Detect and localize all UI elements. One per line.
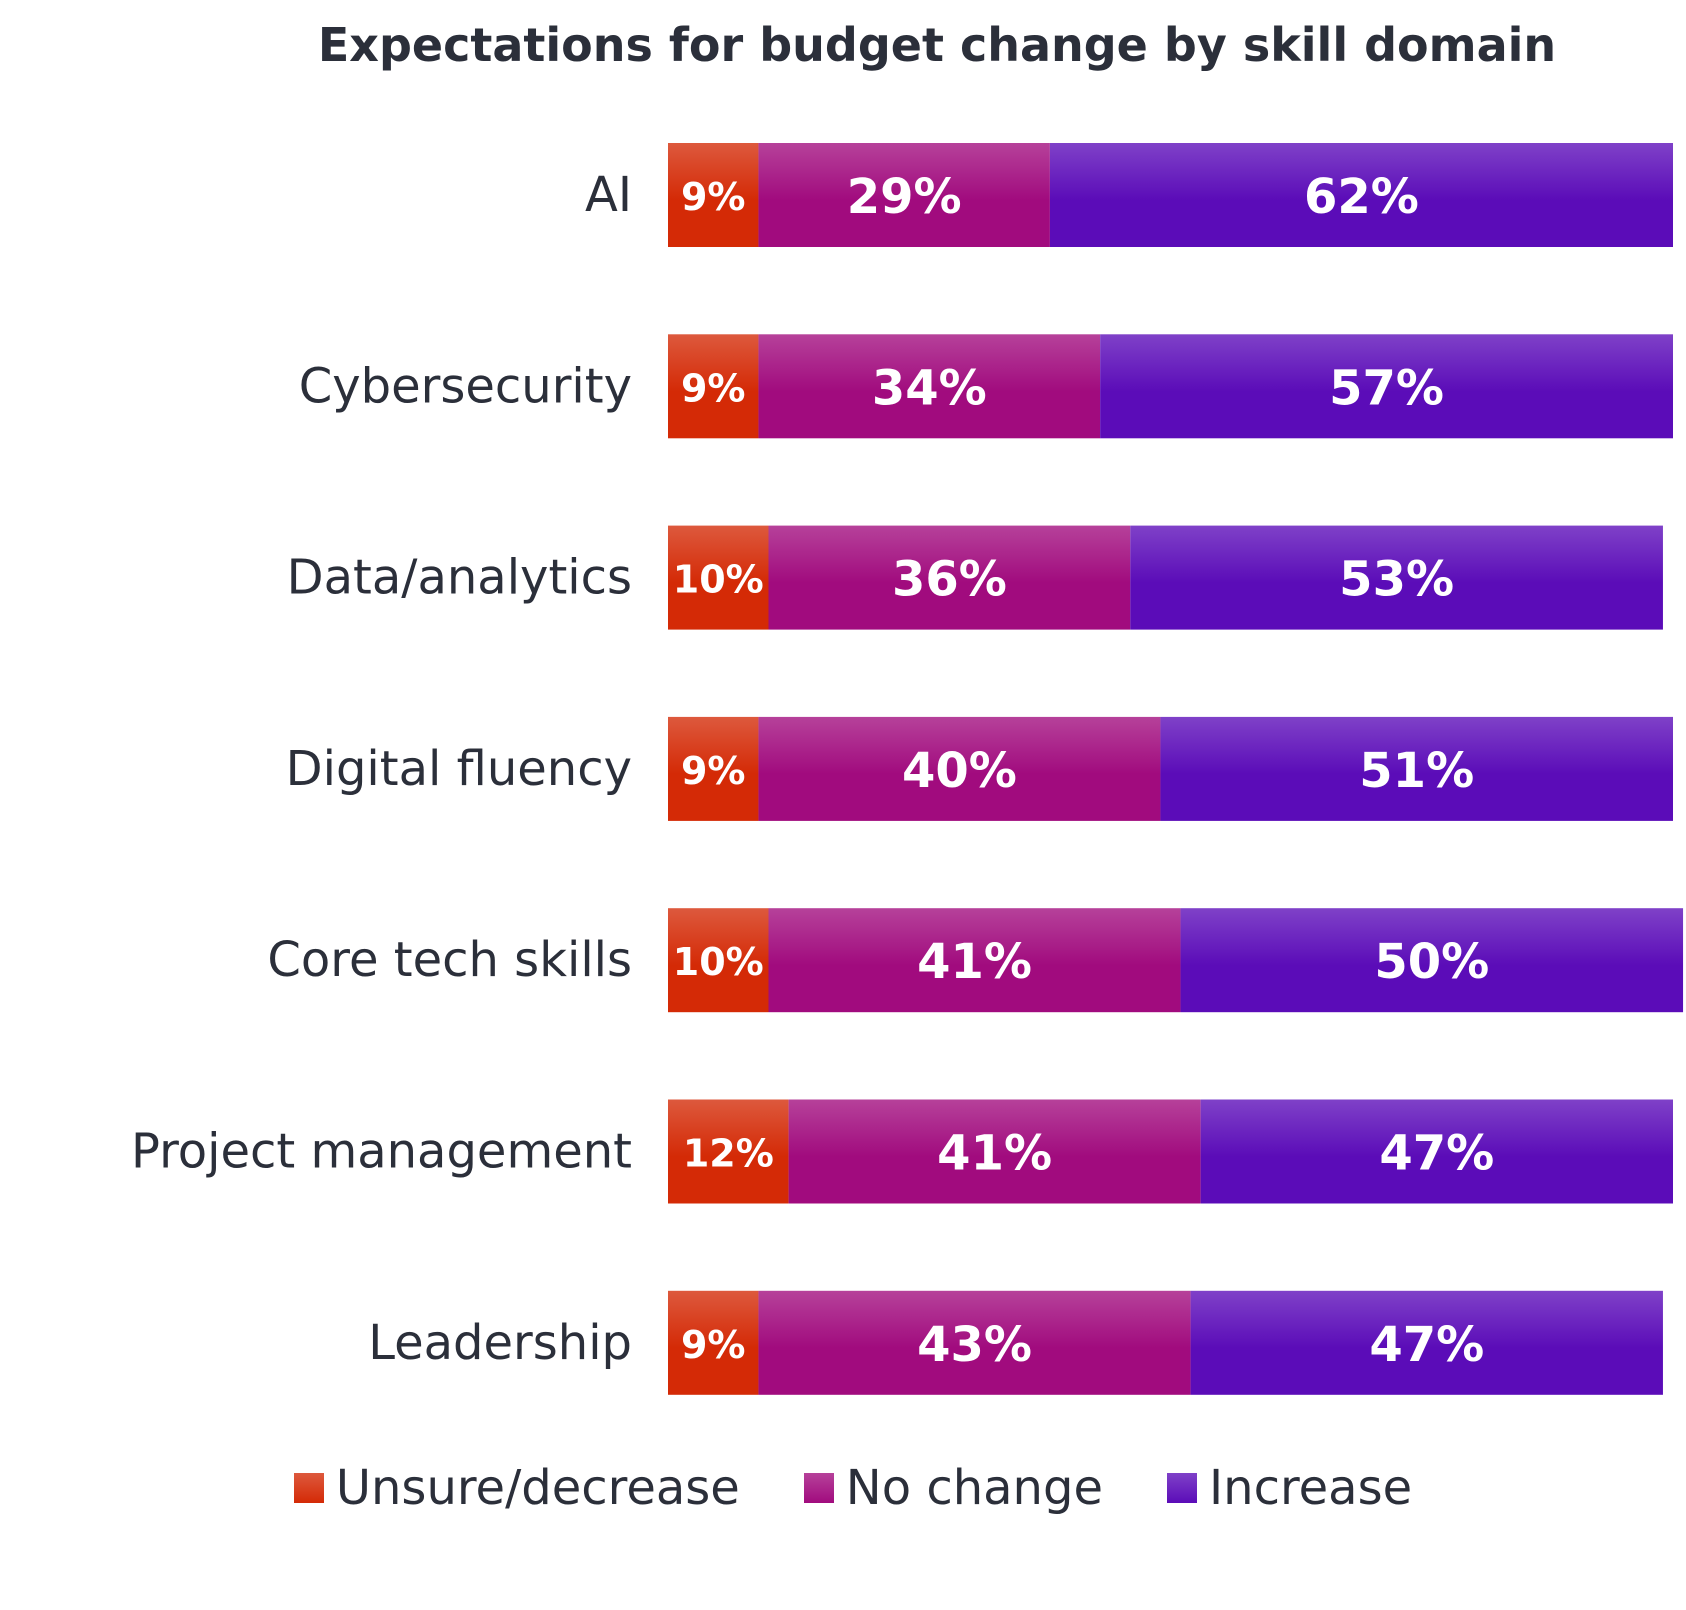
bar-segment-project-management-unsure-decrease: [668, 1099, 789, 1204]
bar-segment-data-analytics-unsure-decrease: [668, 525, 769, 630]
bar-segment-data-analytics-increase: [1130, 525, 1663, 630]
data-label-ai-unsure-decrease: 9%: [681, 175, 746, 219]
legend-label-no-change: No change: [845, 1460, 1103, 1516]
category-label-ai: AI: [585, 167, 632, 223]
bar-row-project-management: 12% 41% 47%: [668, 1099, 1673, 1204]
category-label-leadership: Leadership: [368, 1315, 632, 1371]
legend-swatch-increase: [1166, 1473, 1197, 1503]
bar-segment-leadership-unsure-decrease: [668, 1290, 759, 1395]
data-label-leadership-no-change: 43%: [917, 1317, 1032, 1373]
data-label-digital-fluency-increase: 51%: [1359, 743, 1474, 799]
bar-row-leadership: 9% 43% 47%: [668, 1290, 1663, 1395]
bars: 9% 29% 62% 9% 34% 57% 10% 36% 53% 9% 40% 51% 10% 41% 5…: [668, 143, 1684, 1395]
data-label-project-management-increase: 47%: [1379, 1126, 1494, 1182]
bar-segment-digital-fluency-increase: [1160, 716, 1673, 821]
bar-row-core-tech-skills: 10% 41% 50%: [668, 908, 1684, 1013]
legend-item-increase: Increase: [1166, 1460, 1413, 1516]
legend: Unsure/decrease No change Increase: [0, 1460, 1686, 1516]
data-label-core-tech-skills-increase: 50%: [1374, 934, 1489, 990]
legend-label-increase: Increase: [1208, 1460, 1413, 1516]
data-label-digital-fluency-unsure-decrease: 9%: [681, 749, 746, 793]
bar-segment-cybersecurity-increase: [1100, 334, 1673, 439]
bar-segment-project-management-no-change: [788, 1099, 1201, 1204]
bar-segment-core-tech-skills-unsure-decrease: [668, 908, 769, 1013]
data-label-ai-increase: 62%: [1304, 169, 1419, 225]
data-label-ai-no-change: 29%: [847, 169, 962, 225]
category-label-core-tech-skills: Core tech skills: [267, 932, 632, 988]
bar-segment-cybersecurity-no-change: [758, 334, 1101, 439]
bar-segment-core-tech-skills-no-change: [768, 908, 1181, 1013]
bar-segment-ai-unsure-decrease: [668, 143, 759, 247]
data-label-project-management-no-change: 41%: [937, 1126, 1052, 1182]
bar-segment-ai-no-change: [758, 143, 1050, 247]
legend-item-no-change: No change: [803, 1460, 1103, 1516]
data-label-data-analytics-no-change: 36%: [892, 552, 1007, 608]
legend-swatch-no-change: [803, 1473, 834, 1503]
legend-item-unsure-decrease: Unsure/decrease: [293, 1460, 740, 1516]
bar-row-digital-fluency: 9% 40% 51%: [668, 716, 1673, 821]
category-labels: AI Cybersecurity Data/analytics Digital flu…: [131, 167, 632, 1371]
bar-segment-ai-increase: [1049, 143, 1673, 247]
bar-row-cybersecurity: 9% 34% 57%: [668, 334, 1673, 439]
data-label-leadership-unsure-decrease: 9%: [681, 1323, 746, 1367]
category-label-cybersecurity: Cybersecurity: [299, 358, 632, 414]
category-label-project-management: Project management: [131, 1124, 632, 1180]
data-label-cybersecurity-unsure-decrease: 9%: [681, 366, 746, 410]
data-label-core-tech-skills-unsure-decrease: 10%: [673, 940, 764, 984]
data-label-cybersecurity-increase: 57%: [1329, 360, 1444, 416]
bar-segment-leadership-increase: [1190, 1290, 1663, 1395]
bar-segment-data-analytics-no-change: [768, 525, 1131, 630]
data-label-core-tech-skills-no-change: 41%: [917, 934, 1032, 990]
chart-title: Expectations for budget change by skill …: [317, 18, 1557, 72]
category-label-data-analytics: Data/analytics: [287, 550, 632, 606]
legend-swatch-unsure-decrease: [293, 1473, 324, 1503]
bar-segment-leadership-no-change: [758, 1290, 1191, 1395]
bar-segment-cybersecurity-unsure-decrease: [668, 334, 759, 439]
data-label-project-management-unsure-decrease: 12%: [683, 1132, 774, 1176]
data-label-cybersecurity-no-change: 34%: [872, 360, 987, 416]
data-label-leadership-increase: 47%: [1369, 1317, 1484, 1373]
data-label-digital-fluency-no-change: 40%: [902, 743, 1017, 799]
bar-row-data-analytics: 10% 36% 53%: [668, 525, 1663, 630]
bar-row-ai: 9% 29% 62%: [668, 143, 1673, 247]
legend-label-unsure-decrease: Unsure/decrease: [335, 1460, 740, 1516]
bar-segment-project-management-increase: [1200, 1099, 1673, 1204]
bar-segment-digital-fluency-unsure-decrease: [668, 716, 759, 821]
data-label-data-analytics-unsure-decrease: 10%: [673, 558, 764, 602]
bar-segment-core-tech-skills-increase: [1180, 908, 1684, 1013]
data-label-data-analytics-increase: 53%: [1339, 552, 1454, 608]
bar-segment-digital-fluency-no-change: [758, 716, 1161, 821]
category-label-digital-fluency: Digital fluency: [286, 741, 632, 797]
